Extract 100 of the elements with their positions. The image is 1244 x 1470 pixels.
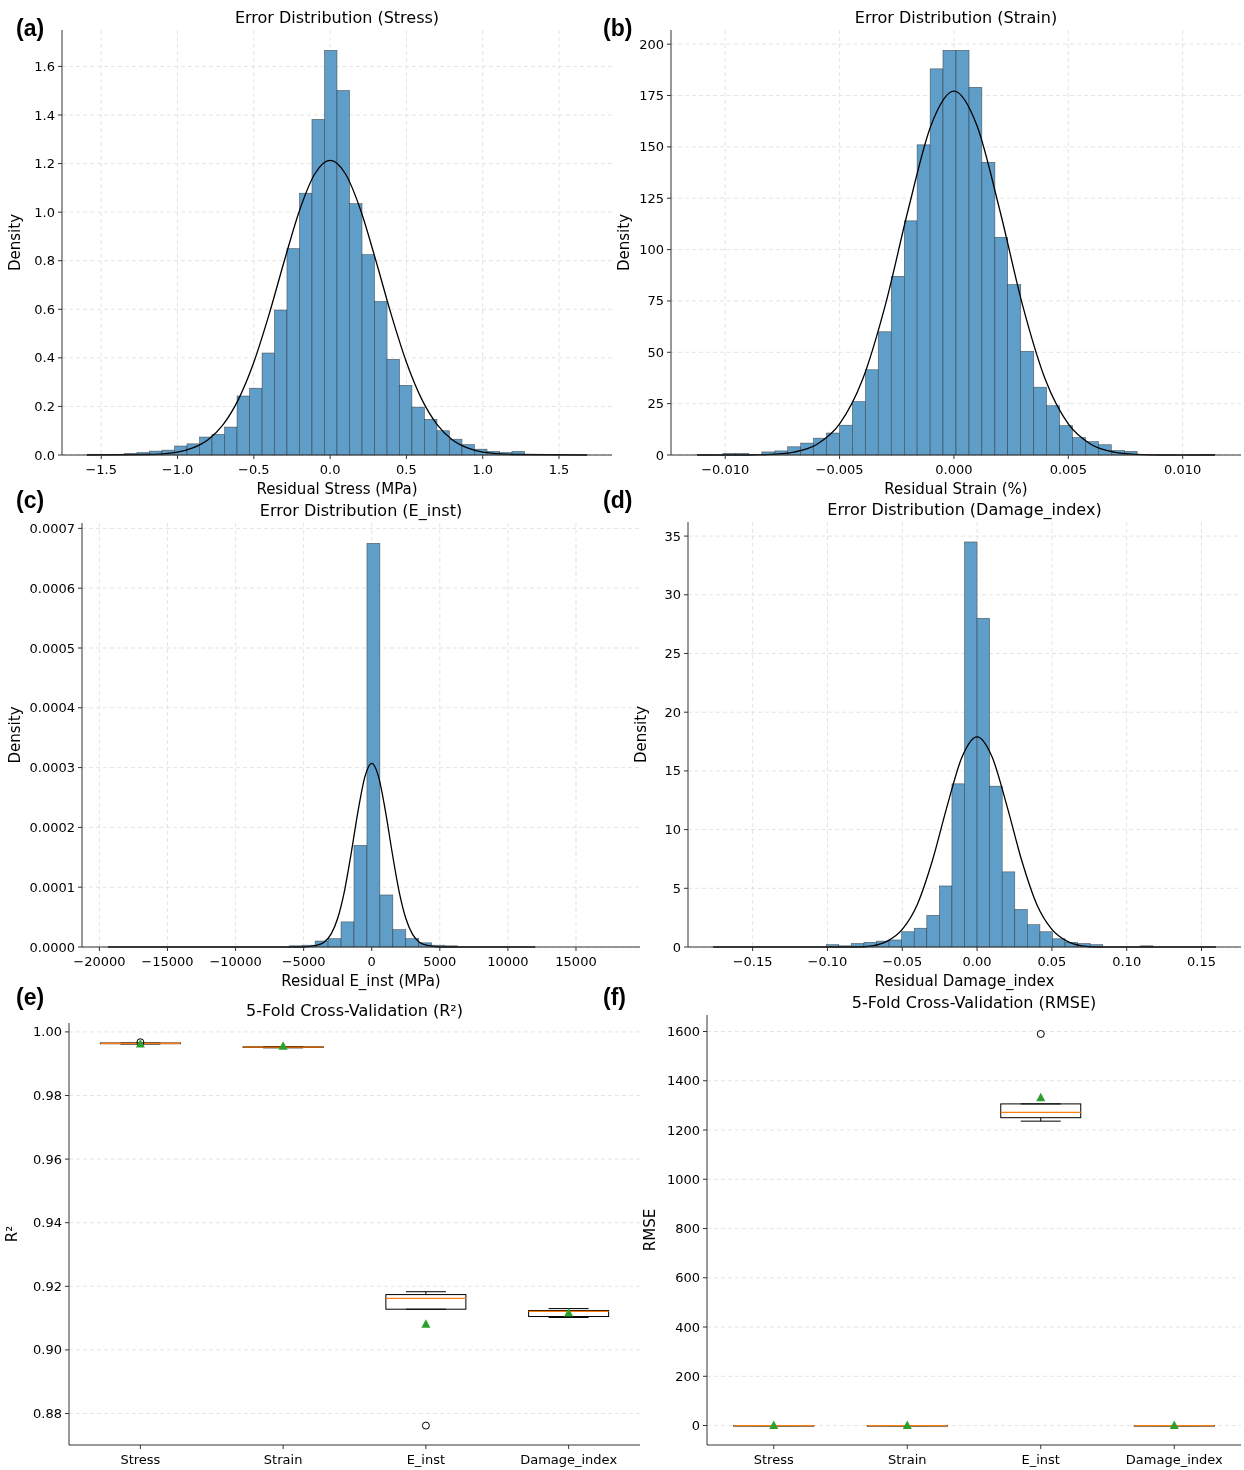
x-tick-label: −10000 bbox=[209, 954, 262, 969]
x-tick-label: 0.5 bbox=[396, 462, 417, 477]
y-tick-label: 1.00 bbox=[33, 1024, 62, 1040]
x-tick-label: −0.10 bbox=[807, 954, 848, 969]
x-tick-label: 0.05 bbox=[1037, 954, 1067, 969]
y-tick-label: 1000 bbox=[666, 1171, 700, 1187]
x-tick-label: Damage_index bbox=[1125, 1452, 1224, 1467]
y-tick-label: 800 bbox=[675, 1221, 700, 1237]
y-tick-label: 0.90 bbox=[33, 1342, 62, 1358]
x-axis-title: Residual Stress (MPa) bbox=[256, 480, 418, 498]
text: (a) bbox=[16, 15, 45, 41]
x-tick-label: −20000 bbox=[73, 954, 126, 969]
y-tick-label: 0.0003 bbox=[29, 760, 75, 776]
x-tick-label: 1.0 bbox=[472, 462, 494, 477]
y-tick-label: 20 bbox=[664, 704, 681, 720]
x-tick-label: E_inst bbox=[1021, 1452, 1060, 1467]
y-tick-label: 0.0004 bbox=[29, 700, 75, 716]
x-tick-label: Stress bbox=[753, 1452, 794, 1467]
y-tick-label: 25 bbox=[647, 396, 664, 412]
x-tick-label: Strain bbox=[887, 1452, 927, 1467]
x-tick-label: 0.10 bbox=[1112, 954, 1142, 969]
chart-title: 5-Fold Cross-Validation (R²) bbox=[246, 1001, 463, 1020]
x-tick-label: E_inst bbox=[406, 1452, 446, 1467]
x-tick-label: 1.5 bbox=[548, 462, 570, 477]
y-tick-label: 1.4 bbox=[34, 107, 55, 123]
x-tick-label: −0.05 bbox=[882, 954, 923, 969]
y-tick-label: 75 bbox=[647, 293, 664, 309]
y-tick-label: 0.8 bbox=[34, 253, 55, 269]
x-tick-label: −0.5 bbox=[238, 462, 270, 477]
x-tick-label: −15000 bbox=[141, 954, 194, 969]
x-tick-label: Strain bbox=[263, 1452, 303, 1467]
y-tick-label: 5 bbox=[672, 880, 681, 896]
chart-title: Error Distribution (E_inst) bbox=[259, 501, 463, 521]
x-axis-title: Residual E_inst (MPa) bbox=[281, 972, 441, 991]
y-tick-label: 125 bbox=[639, 190, 664, 206]
y-tick-label: 0.0 bbox=[34, 447, 55, 463]
y-tick-label: 1.2 bbox=[34, 156, 55, 172]
y-tick-label: 200 bbox=[675, 1368, 700, 1384]
chart-title: Error Distribution (Strain) bbox=[854, 8, 1058, 27]
x-tick-label: −0.15 bbox=[732, 954, 773, 969]
y-tick-label: 100 bbox=[639, 242, 664, 258]
chart-title: 5-Fold Cross-Validation (RMSE) bbox=[851, 993, 1097, 1012]
y-tick-label: 0.4 bbox=[34, 350, 55, 366]
y-tick-label: 0.98 bbox=[33, 1088, 62, 1104]
x-tick-label: 0 bbox=[367, 954, 376, 969]
annotation: (b) bbox=[603, 15, 633, 41]
y-tick-label: 0.96 bbox=[33, 1151, 62, 1167]
y-tick-label: 0.0005 bbox=[29, 640, 75, 656]
y-tick-label: 1.6 bbox=[34, 58, 55, 74]
x-axis-title: Residual Damage_index bbox=[874, 972, 1055, 991]
y-axis-title: Density bbox=[632, 705, 650, 764]
x-tick-label: −1.0 bbox=[161, 462, 194, 477]
y-tick-label: 0.94 bbox=[33, 1215, 62, 1231]
x-tick-label: 10000 bbox=[487, 954, 529, 969]
y-axis-title: Density bbox=[6, 213, 24, 272]
y-tick-label: 0 bbox=[691, 1418, 700, 1434]
text: (d) bbox=[603, 487, 633, 513]
y-tick-label: 0 bbox=[655, 447, 664, 463]
chart-title: Error Distribution (Stress) bbox=[234, 8, 440, 27]
x-tick-label: −0.005 bbox=[815, 462, 864, 477]
y-tick-label: 200 bbox=[639, 36, 664, 52]
y-tick-label: 1200 bbox=[666, 1122, 700, 1138]
y-axis-title: R² bbox=[3, 1225, 21, 1243]
y-tick-label: 50 bbox=[647, 344, 664, 360]
x-tick-label: −5000 bbox=[281, 954, 326, 969]
y-tick-label: 150 bbox=[639, 139, 664, 155]
y-tick-label: 0.6 bbox=[34, 301, 55, 317]
chart-title: Error Distribution (Damage_index) bbox=[827, 500, 1102, 520]
y-tick-label: 15 bbox=[664, 763, 681, 779]
y-tick-label: 0.92 bbox=[33, 1278, 62, 1294]
y-axis-title: Density bbox=[615, 213, 633, 272]
x-axis-title: Residual Strain (%) bbox=[884, 480, 1028, 498]
text: (e) bbox=[16, 984, 45, 1010]
y-tick-label: 35 bbox=[664, 528, 681, 544]
y-tick-label: 30 bbox=[664, 587, 681, 603]
y-tick-label: 0.0002 bbox=[29, 819, 75, 835]
y-tick-label: 600 bbox=[675, 1270, 700, 1286]
x-tick-label: 0.010 bbox=[1164, 462, 1202, 477]
y-axis-title: Density bbox=[6, 706, 24, 764]
y-tick-label: 0.0007 bbox=[29, 520, 75, 536]
y-tick-label: 1600 bbox=[666, 1024, 700, 1040]
y-tick-label: 25 bbox=[664, 646, 681, 662]
x-tick-label: 0.005 bbox=[1049, 462, 1087, 477]
x-tick-label: −0.010 bbox=[701, 462, 750, 477]
y-tick-label: 0.0006 bbox=[29, 580, 75, 596]
x-tick-label: 0.000 bbox=[935, 462, 973, 477]
x-tick-label: 15000 bbox=[555, 954, 597, 969]
y-tick-label: 1400 bbox=[666, 1073, 700, 1089]
y-axis-title: RMSE bbox=[641, 1208, 659, 1252]
x-tick-label: 0.0 bbox=[319, 462, 341, 477]
y-tick-label: 1.0 bbox=[34, 204, 55, 220]
y-tick-label: 0 bbox=[672, 939, 681, 955]
y-tick-label: 0.0001 bbox=[29, 879, 75, 895]
x-tick-label: 0.00 bbox=[962, 954, 992, 969]
y-tick-label: 10 bbox=[664, 822, 681, 838]
x-tick-label: Damage_index bbox=[520, 1452, 618, 1467]
y-tick-label: 0.88 bbox=[33, 1406, 62, 1422]
x-tick-label: Stress bbox=[120, 1452, 161, 1467]
x-tick-label: 0.15 bbox=[1187, 954, 1216, 969]
text: (f) bbox=[603, 984, 626, 1010]
